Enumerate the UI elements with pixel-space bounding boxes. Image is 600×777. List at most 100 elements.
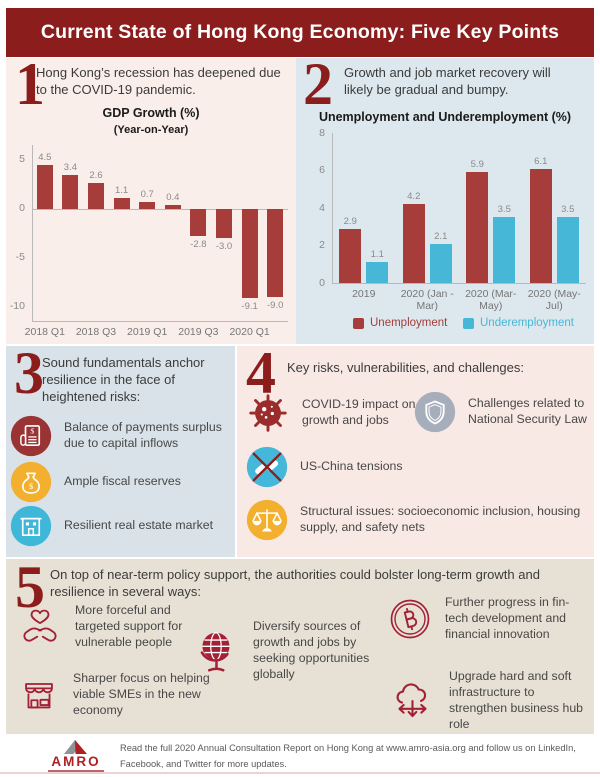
bar-2019-q2	[164, 204, 181, 209]
document-dollar-icon: $	[9, 414, 53, 458]
gdp-growth-chart: GDP Growth (%) (Year-on-Year) 5 0 -5 -10 4.5 3.…	[6, 102, 296, 344]
section-1-number: 1	[15, 51, 45, 117]
bar-underemployment-2020-mar-may-	[493, 217, 516, 283]
legend-label: Underemployment	[480, 317, 574, 329]
value-label: 1.1	[114, 184, 129, 196]
bar-underemployment-2019	[366, 262, 389, 283]
legend-label: Unemployment	[370, 317, 448, 329]
bar-unemployment-2020-jan-mar-	[402, 204, 425, 283]
section-2-number: 2	[303, 51, 333, 117]
page-title: Current State of Hong Kong Economy: Five…	[40, 21, 560, 43]
y-tick-label: 8	[319, 126, 325, 139]
y-tick-label: 4	[319, 201, 325, 214]
bar-2018-q3	[88, 183, 104, 209]
x-tick-label: 2019	[352, 288, 376, 300]
fintech-coin-icon	[386, 595, 434, 643]
x-tick-label: 2018 Q3	[75, 326, 117, 338]
list-item: Sharper focus on helping viable SMEs in …	[16, 671, 210, 719]
value-label: -3.0	[215, 240, 233, 252]
bar-unemployment-2020-may-jul-	[529, 168, 552, 283]
amro-logo-mark	[64, 740, 87, 754]
legend-swatch	[353, 317, 364, 329]
list-item: $ Balance of payments surplus due to cap…	[9, 414, 231, 458]
chart-title: GDP Growth (%)	[102, 106, 200, 120]
bar-underemployment-2020-jan-mar-	[429, 243, 452, 283]
value-label: 6.1	[534, 155, 548, 167]
unemployment-chart: Unemployment and Underemployment (%) 0 2 4 6…	[296, 104, 594, 344]
amro-logo-text: AMRO	[51, 754, 101, 769]
section-5-number: 5	[15, 554, 45, 620]
bar-unemployment-2019	[339, 228, 362, 283]
value-label: -9.0	[267, 299, 284, 311]
svg-text:$: $	[29, 481, 34, 491]
y-tick-label: -10	[9, 299, 25, 312]
x-tick-label: 2018 Q1	[24, 326, 65, 338]
y-axis-line	[32, 145, 33, 321]
bar-2018-q2	[62, 175, 79, 209]
list-item: Further progress in fin-tech development…	[386, 595, 590, 643]
list-item: Structural issues: socioeconomic inclusi…	[245, 498, 589, 542]
list-item: $ Ample fiscal reserves	[9, 460, 231, 504]
scales-icon	[245, 498, 289, 542]
x-tick-label: 2019 Q1	[127, 326, 168, 338]
value-label: 4.2	[407, 191, 421, 203]
y-tick-label: 6	[319, 164, 325, 176]
list-item: Diversify sources of growth and jobs by …	[192, 619, 394, 683]
chart-title: Unemployment and Underemployment (%)	[318, 110, 572, 124]
x-tick-label: 2019 Q3	[178, 326, 219, 338]
section-1-recession: 1 Hong Kong’s recession has deepened due…	[6, 54, 296, 344]
bar-2019-q3	[190, 208, 207, 236]
bar-2020-q1	[241, 208, 258, 298]
bar-2018-q1	[36, 164, 53, 209]
value-label: 4.5	[38, 151, 52, 163]
shield-icon	[413, 390, 457, 434]
value-label: 5.9	[470, 159, 484, 171]
y-axis-line	[332, 133, 333, 283]
footer: AMRO Read the full 2020 Annual Consultat…	[0, 734, 600, 777]
section-3-fundamentals: 3 Sound fundamentals anchor resilience i…	[6, 340, 235, 557]
bottom-divider	[0, 772, 600, 774]
globe-icon	[192, 626, 242, 676]
section-4-risks: 4 Key risks, vulnerabilities, and challe…	[237, 343, 594, 557]
bar-2020-q2	[267, 208, 284, 297]
x-tick-label: 2020 Q1	[229, 326, 270, 338]
section-1-heading: Hong Kong’s recession has deepened due t…	[36, 65, 281, 98]
value-label: 3.5	[497, 204, 511, 216]
list-item: COVID-19 impact on growth and jobs	[245, 390, 421, 436]
section-5-policy: 5 On top of near-term policy support, th…	[6, 554, 594, 734]
building-icon	[9, 504, 53, 548]
storefront-icon	[16, 672, 62, 718]
virus-icon	[245, 390, 291, 436]
list-item: Resilient real estate market	[9, 504, 235, 548]
y-tick-label: -5	[15, 250, 25, 263]
value-label: -9.1	[241, 300, 258, 312]
y-tick-label: 2	[319, 239, 325, 251]
value-label: 2.6	[89, 170, 103, 182]
bar-2019-q4	[216, 208, 232, 238]
bar-2018-q4	[113, 197, 130, 209]
hands-heart-icon	[16, 603, 64, 651]
x-tick-label: 2020 (Jan - Mar)	[400, 288, 454, 313]
handshake-crossed-icon	[245, 445, 289, 489]
amro-logo-tagline	[48, 770, 104, 772]
chart-subtitle: (Year-on-Year)	[113, 124, 189, 136]
cloud-arrows-icon	[388, 676, 438, 726]
bar-underemployment-2020-may-jul-	[556, 217, 579, 283]
section-3-number: 3	[14, 340, 44, 406]
list-item: US-China tensions	[245, 445, 455, 489]
money-bag-icon: $	[9, 460, 53, 504]
bar-2019-q1	[139, 201, 156, 209]
value-label: 3.4	[63, 162, 77, 174]
zero-line	[32, 209, 288, 210]
header-banner: Current State of Hong Kong Economy: Five…	[6, 8, 594, 57]
y-tick-label: 0	[319, 276, 325, 289]
value-label: 0.4	[166, 191, 180, 203]
value-label: 2.9	[343, 215, 357, 227]
value-label: 0.7	[140, 188, 154, 200]
value-label: 3.5	[561, 204, 575, 216]
footer-text: Read the full 2020 Annual Consultation R…	[120, 743, 576, 770]
section-3-heading: Sound fundamentals anchor resilience in …	[42, 355, 205, 405]
section-2-heading: Growth and job market recovery will like…	[344, 65, 551, 98]
svg-text:$: $	[30, 427, 34, 436]
